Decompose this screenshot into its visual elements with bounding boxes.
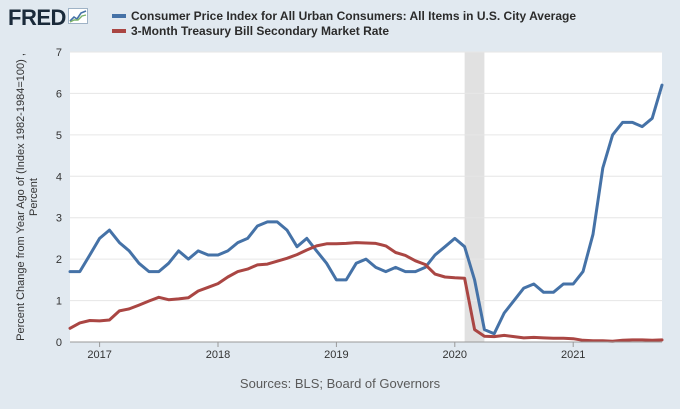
y-tick-label: 2 bbox=[56, 254, 62, 266]
y-tick-label: 1 bbox=[56, 296, 62, 308]
legend-swatch-tbill bbox=[112, 29, 126, 33]
x-tick-label: 2019 bbox=[324, 349, 348, 361]
y-tick-label: 3 bbox=[56, 213, 62, 225]
x-tick-label: 2017 bbox=[87, 349, 111, 361]
legend-item-tbill[interactable]: 3-Month Treasury Bill Secondary Market R… bbox=[112, 24, 576, 38]
legend-label-tbill: 3-Month Treasury Bill Secondary Market R… bbox=[131, 24, 390, 38]
x-tick-label: 2020 bbox=[443, 349, 467, 361]
fred-logo[interactable]: FRED bbox=[8, 5, 88, 31]
y-axis-label-line1: Percent Change from Year Ago of (Index 1… bbox=[15, 53, 27, 341]
y-tick-label: 4 bbox=[56, 171, 62, 183]
y-tick-label: 5 bbox=[56, 130, 62, 142]
y-tick-label: 7 bbox=[56, 47, 62, 59]
logo-text: FRED bbox=[8, 5, 66, 30]
chart-legend: Consumer Price Index for All Urban Consu… bbox=[112, 9, 576, 39]
series-line-cpi[interactable] bbox=[68, 83, 664, 336]
y-tick-label: 0 bbox=[56, 337, 62, 349]
recession-shading bbox=[464, 52, 485, 342]
x-tick-label: 2021 bbox=[561, 349, 585, 361]
y-tick-label: 6 bbox=[56, 88, 62, 100]
legend-label-cpi: Consumer Price Index for All Urban Consu… bbox=[131, 9, 576, 23]
sources-note: Sources: BLS; Board of Governors bbox=[239, 376, 441, 391]
plot-area bbox=[70, 52, 662, 342]
y-axis-label-line2: Percent bbox=[28, 178, 40, 216]
trend-chart-icon bbox=[67, 7, 88, 29]
series-line-tbill[interactable] bbox=[68, 241, 664, 343]
legend-item-cpi[interactable]: Consumer Price Index for All Urban Consu… bbox=[112, 9, 576, 23]
legend-swatch-cpi bbox=[112, 14, 126, 18]
x-tick-label: 2018 bbox=[206, 349, 230, 361]
